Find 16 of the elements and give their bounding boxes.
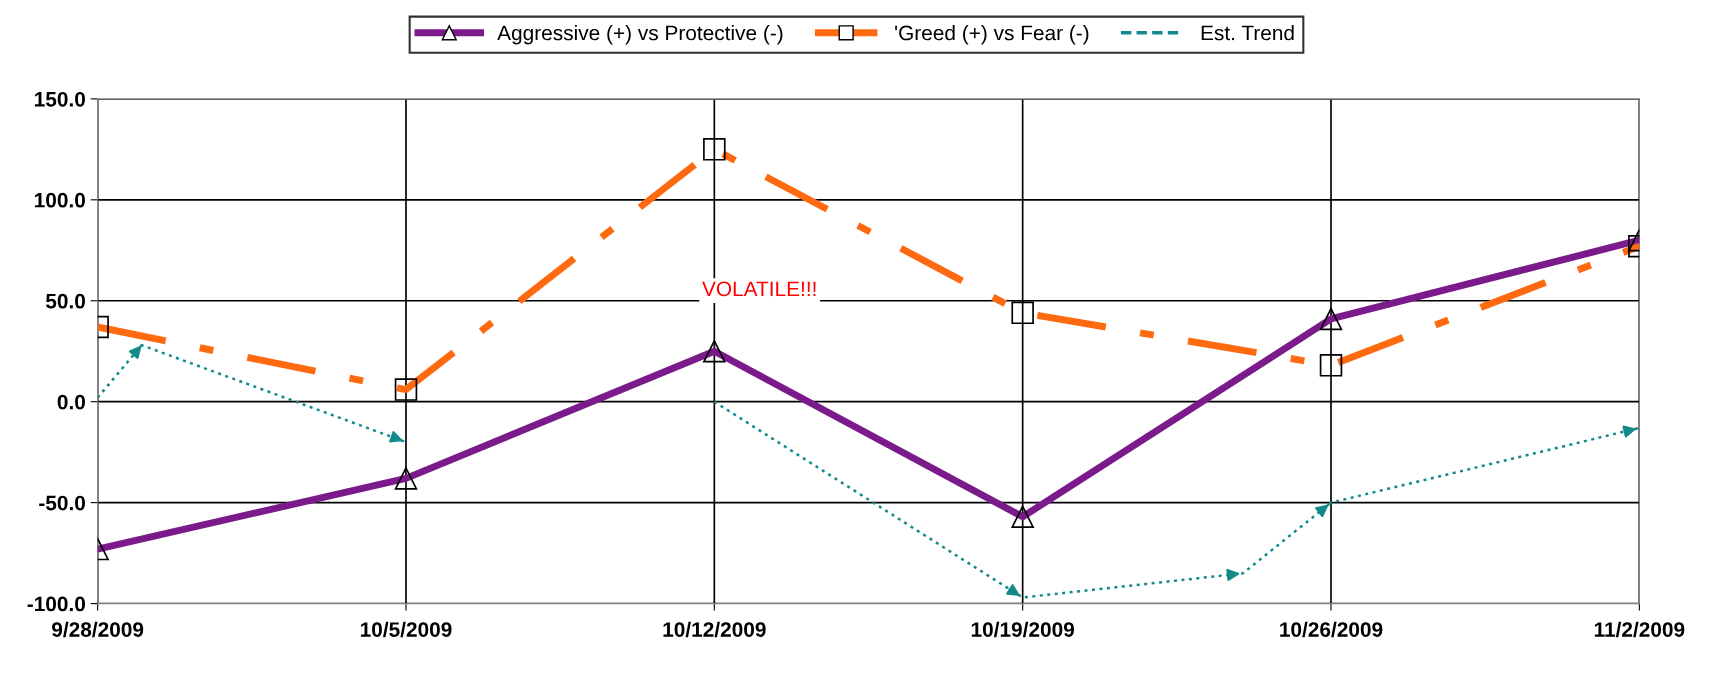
x-tick-label: 9/28/2009 xyxy=(52,621,144,638)
y-tick-label: -100.0 xyxy=(27,596,85,612)
x-tick-label: 10/12/2009 xyxy=(663,621,766,638)
legend-label: 'Greed (+) vs Fear (-) xyxy=(895,25,1089,45)
y-tick-label: -50.0 xyxy=(39,495,85,511)
x-tick-label: 10/19/2009 xyxy=(971,621,1075,638)
x-tick-label: 10/26/2009 xyxy=(1280,621,1383,638)
y-tick-label: 100.0 xyxy=(35,192,85,208)
annotation: VOLATILE!!! xyxy=(702,281,816,297)
legend-label: Aggressive (+) vs Protective (-) xyxy=(497,25,783,45)
y-tick-label: 0.0 xyxy=(57,394,85,410)
x-tick-label: 10/5/2009 xyxy=(360,621,452,638)
legend-label: Est. Trend xyxy=(1201,25,1294,41)
y-tick-label: 150.0 xyxy=(35,91,85,107)
x-tick-label: 11/2/2009 xyxy=(1594,621,1685,638)
y-tick-label: 50.0 xyxy=(45,293,85,309)
